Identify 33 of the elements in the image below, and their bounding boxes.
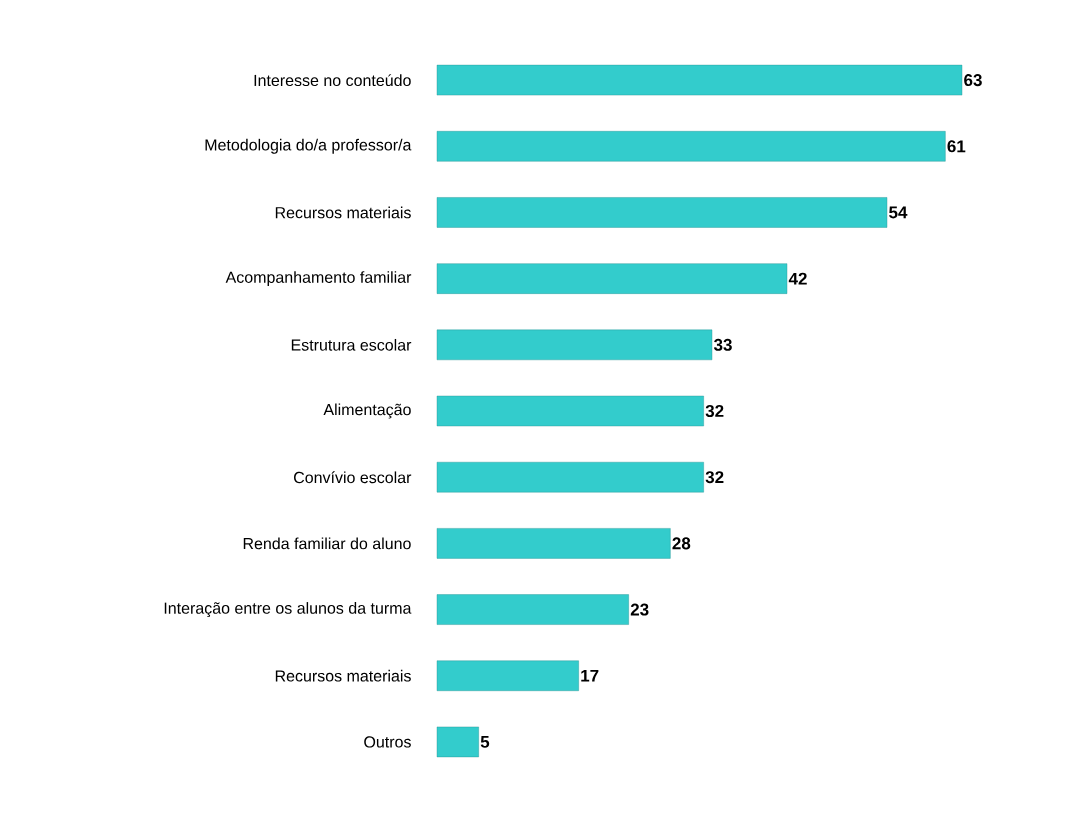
y-tick-label: Metodologia do/a professor/a (205, 138, 412, 154)
bar (436, 660, 579, 691)
y-tick-label: Recursos materiais (275, 669, 411, 682)
bar (436, 197, 888, 228)
data-label: 33 (713, 338, 732, 351)
data-label: 23 (630, 603, 649, 616)
y-tick-label: Estrutura escolar (291, 338, 412, 351)
y-tick-label: Interação entre os alunos da turma (164, 602, 412, 618)
bar (436, 263, 788, 294)
data-label: 32 (705, 404, 724, 418)
y-tick-label: Convívio escolar (294, 471, 412, 484)
data-label: 42 (788, 272, 807, 285)
data-label: 63 (964, 74, 982, 87)
bar (436, 64, 963, 96)
y-tick-label: Alimentação (323, 403, 411, 419)
bar (436, 131, 946, 162)
data-label: 28 (672, 537, 691, 550)
y-tick-label: Outros (364, 736, 411, 748)
bar (436, 395, 704, 427)
y-tick-label: Interesse no conteúdo (254, 74, 411, 87)
y-tick-label: Acompanhamento familiar (225, 271, 412, 287)
bar (436, 726, 479, 758)
bar (436, 528, 671, 559)
bar (436, 594, 629, 625)
y-tick-label: Renda familiar do aluno (243, 537, 411, 550)
data-label: 54 (889, 206, 908, 219)
data-label: 32 (705, 471, 724, 484)
bar (436, 462, 704, 493)
bar (436, 329, 713, 361)
data-label: 17 (581, 669, 599, 682)
data-label: 61 (947, 140, 966, 153)
data-label: 5 (480, 735, 490, 748)
y-tick-label: Recursos materiais (275, 206, 411, 219)
